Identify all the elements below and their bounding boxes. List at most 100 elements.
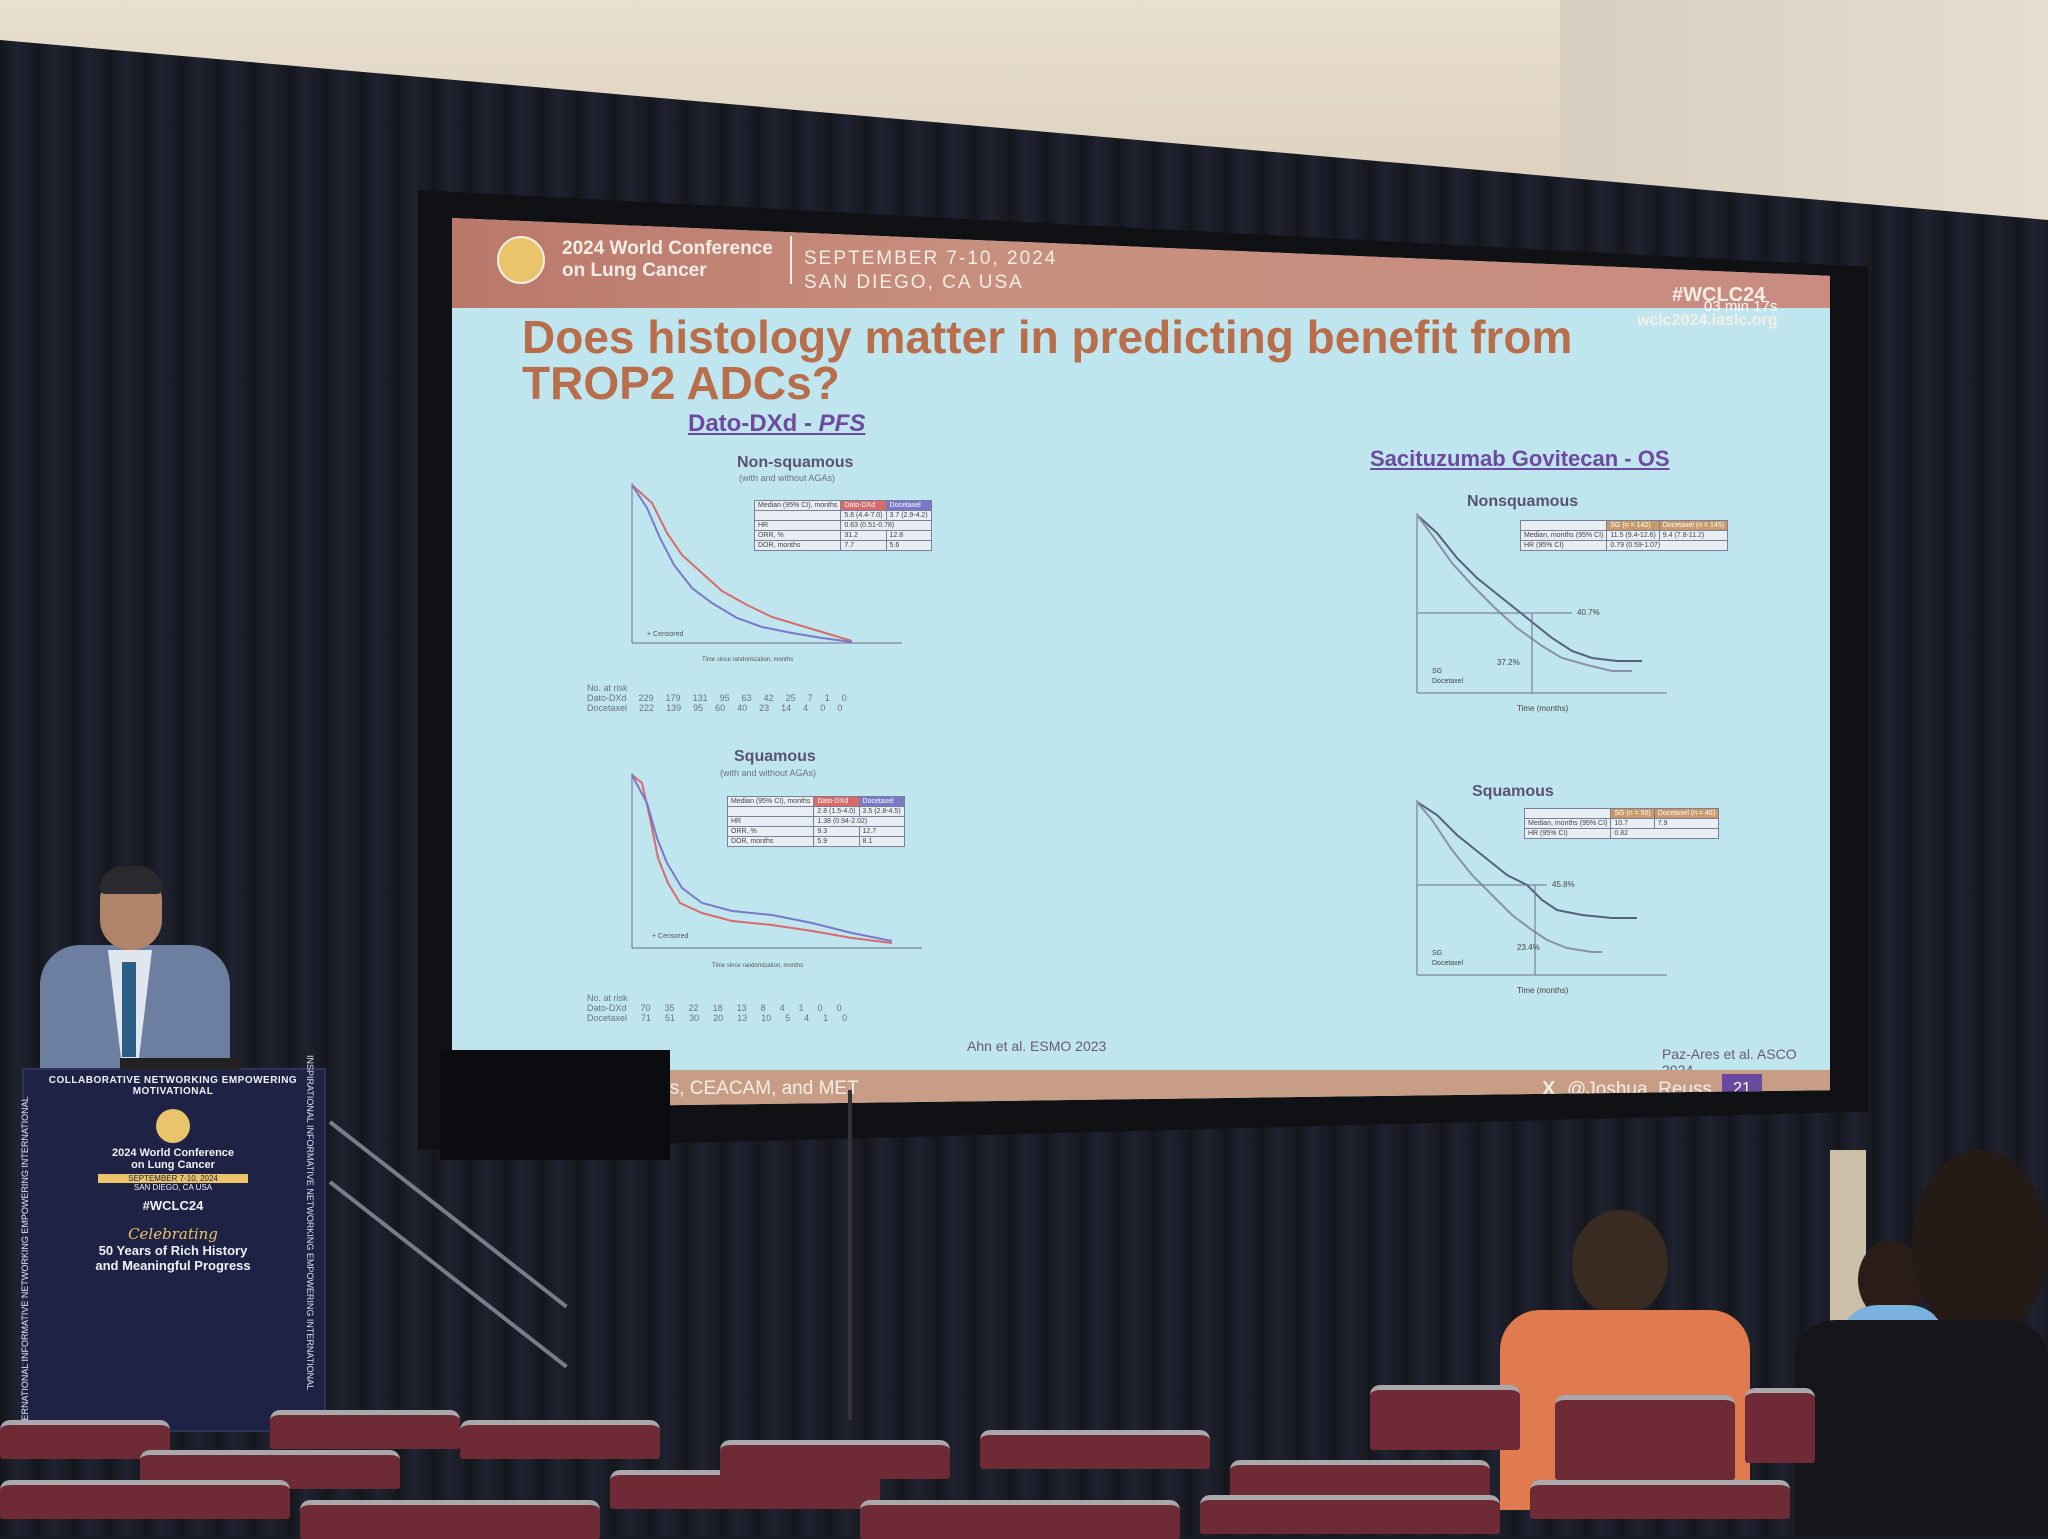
stage-monitor xyxy=(440,1050,670,1160)
podium-years-line1: 50 Years of Rich History xyxy=(98,1243,248,1258)
table-header: Docetaxel xyxy=(858,796,905,807)
left-subtitle-main: Dato-DXd - xyxy=(688,410,819,437)
table-cell: 5.6 (4.4-7.0) xyxy=(840,510,887,521)
at-risk-cell: Dato-DXd xyxy=(587,693,627,703)
audience-chair xyxy=(460,1420,660,1459)
x-axis-label: Time (months) xyxy=(1517,704,1569,713)
left-reference: Ahn et al. ESMO 2023 xyxy=(967,1038,1107,1054)
podium-side-left: INTERNATIONAL INFORMATIVE NETWORKING EMP… xyxy=(20,1096,30,1435)
table-cell: HR (95% CI) xyxy=(1523,828,1612,839)
speaker-tie xyxy=(122,962,136,1057)
table-cell xyxy=(753,510,842,521)
at-risk-cell: 8 xyxy=(760,1003,766,1013)
at-risk-cell: 0 xyxy=(817,1003,823,1013)
at-risk-cell: 131 xyxy=(692,693,708,703)
audience-chair xyxy=(1530,1480,1790,1519)
at-risk-row-dato: Dato-DXd 229 179 131 95 63 42 25 7 1 0 xyxy=(587,693,907,703)
audience-chair xyxy=(300,1500,600,1539)
table-cell: ORR, % xyxy=(726,826,815,837)
table-header: Dato-DXd xyxy=(813,796,860,807)
table-cell: 1.38 (0.94-2.02) xyxy=(813,816,905,827)
audience-member-body xyxy=(1795,1320,2048,1536)
table-cell: 12.7 xyxy=(858,826,905,837)
left-bottom-panel-label: Squamous xyxy=(734,748,816,765)
table-cell: 9.3 xyxy=(813,826,860,837)
conference-dates: SEPTEMBER 7-10, 2024 xyxy=(804,248,1058,269)
table-header: Docetaxel (n = 46) xyxy=(1653,808,1720,819)
wclc-50-podium-logo xyxy=(156,1109,190,1143)
docetaxel-curve xyxy=(1416,514,1632,672)
docetaxel-curve xyxy=(1416,801,1602,953)
audience-chair xyxy=(980,1430,1210,1469)
podium-banner: COLLABORATIVE NETWORKING EMPOWERING MOTI… xyxy=(48,1075,298,1097)
table-header: Docetaxel xyxy=(885,500,932,511)
at-risk-cell: 4 xyxy=(779,1003,785,1013)
at-risk-cell: 13 xyxy=(737,1013,748,1023)
at-risk-cell: 229 xyxy=(638,693,654,703)
at-risk-cell: 14 xyxy=(781,703,792,713)
annotation: 37.2% xyxy=(1497,658,1520,667)
at-risk-cell: 95 xyxy=(693,703,704,713)
left-top-panel-sublabel: (with and without AGAs) xyxy=(739,473,836,483)
podium-signage: COLLABORATIVE NETWORKING EMPOWERING MOTI… xyxy=(28,1075,318,1273)
at-risk-cell: 70 xyxy=(640,1003,651,1013)
slide-title: Does histology matter in predicting bene… xyxy=(522,311,1573,409)
table-cell: Median, months (95% CI) xyxy=(1519,530,1608,541)
table-cell: 5.6 xyxy=(885,540,932,551)
at-risk-cell: 20 xyxy=(713,1013,724,1023)
podium-celebrating: Celebrating xyxy=(128,1225,218,1243)
table-cell: 11.5 (9.4-12.6) xyxy=(1606,530,1660,541)
table-header: Docetaxel (n = 145) xyxy=(1658,520,1729,531)
at-risk-cell: 0 xyxy=(841,693,847,703)
conference-website: wclc2024.iaslc.org xyxy=(1637,312,1778,329)
table-cell: 0.79 (0.59-1.07) xyxy=(1606,540,1729,551)
at-risk-cell: 1 xyxy=(798,1003,804,1013)
censored-legend: + Censored xyxy=(652,933,688,940)
legend-docetaxel: Docetaxel xyxy=(1432,678,1464,685)
microphone-stand xyxy=(848,1090,852,1420)
table-header: Median (95% CI), months xyxy=(726,796,815,807)
audience-chair xyxy=(0,1480,290,1519)
dato-dxd-curve xyxy=(631,484,853,642)
table-cell: 8.1 xyxy=(858,836,905,847)
legend-sg: SG xyxy=(1432,950,1442,957)
at-risk-cell: 30 xyxy=(689,1013,700,1023)
podium-line2: on Lung Cancer xyxy=(131,1159,215,1171)
podium-years-line2: and Meaningful Progress xyxy=(95,1258,251,1273)
table-cell: 3.5 (2.8-4.5) xyxy=(858,806,905,817)
presentation-slide: 2024 World Conference on Lung Cancer SEP… xyxy=(452,218,1830,1108)
at-risk-cell: 0 xyxy=(820,703,826,713)
at-risk-cell: Docetaxel xyxy=(587,1013,628,1023)
podium-hashtag: #WCLC24 xyxy=(142,1198,204,1213)
audience-chair xyxy=(720,1440,950,1479)
at-risk-label: No. at risk xyxy=(587,993,628,1003)
podium-dates: SEPTEMBER 7-10, 2024 xyxy=(98,1174,248,1183)
right-top-stats-table: SG (n = 142) Docetaxel (n = 145) Median,… xyxy=(1519,520,1729,551)
right-top-panel-label: Nonsquamous xyxy=(1467,493,1579,510)
at-risk-cell: 7 xyxy=(807,693,813,703)
at-risk-cell: 23 xyxy=(759,703,770,713)
table-header: SG (n = 142) xyxy=(1606,520,1660,531)
table-header: SG (n = 50) xyxy=(1610,808,1655,819)
at-risk-cell: 179 xyxy=(665,693,681,703)
at-risk-row-docetaxel: Docetaxel 222 139 95 60 40 23 14 4 0 0 xyxy=(587,703,907,713)
audience-chair xyxy=(860,1500,1180,1539)
at-risk-cell: Dato-DXd xyxy=(587,1003,627,1013)
at-risk-cell: 1 xyxy=(823,1013,829,1023)
at-risk-cell: 71 xyxy=(641,1013,652,1023)
table-cell: 9.4 (7.8-11.2) xyxy=(1658,530,1729,541)
header-divider xyxy=(790,236,792,284)
table-cell: 3.7 (2.9-4.2) xyxy=(885,510,932,521)
x-axis-label: Time since randomization, months xyxy=(712,963,803,969)
table-cell: 12.8 xyxy=(885,530,932,541)
table-cell: HR (95% CI) xyxy=(1519,540,1608,551)
at-risk-row-docetaxel: Docetaxel 71 51 30 20 13 10 5 4 1 0 xyxy=(587,1013,927,1023)
wclc-50-logo xyxy=(497,236,545,284)
table-cell: 5.9 xyxy=(813,836,860,847)
table-cell: Median, months (95% CI) xyxy=(1523,818,1612,829)
podium-line1: 2024 World Conference xyxy=(111,1147,235,1159)
left-top-at-risk: No. at risk Dato-DXd 229 179 131 95 63 4… xyxy=(587,683,907,713)
audience-chair xyxy=(1230,1460,1490,1499)
at-risk-cell: 22 xyxy=(688,1003,699,1013)
docetaxel-curve xyxy=(631,484,853,643)
